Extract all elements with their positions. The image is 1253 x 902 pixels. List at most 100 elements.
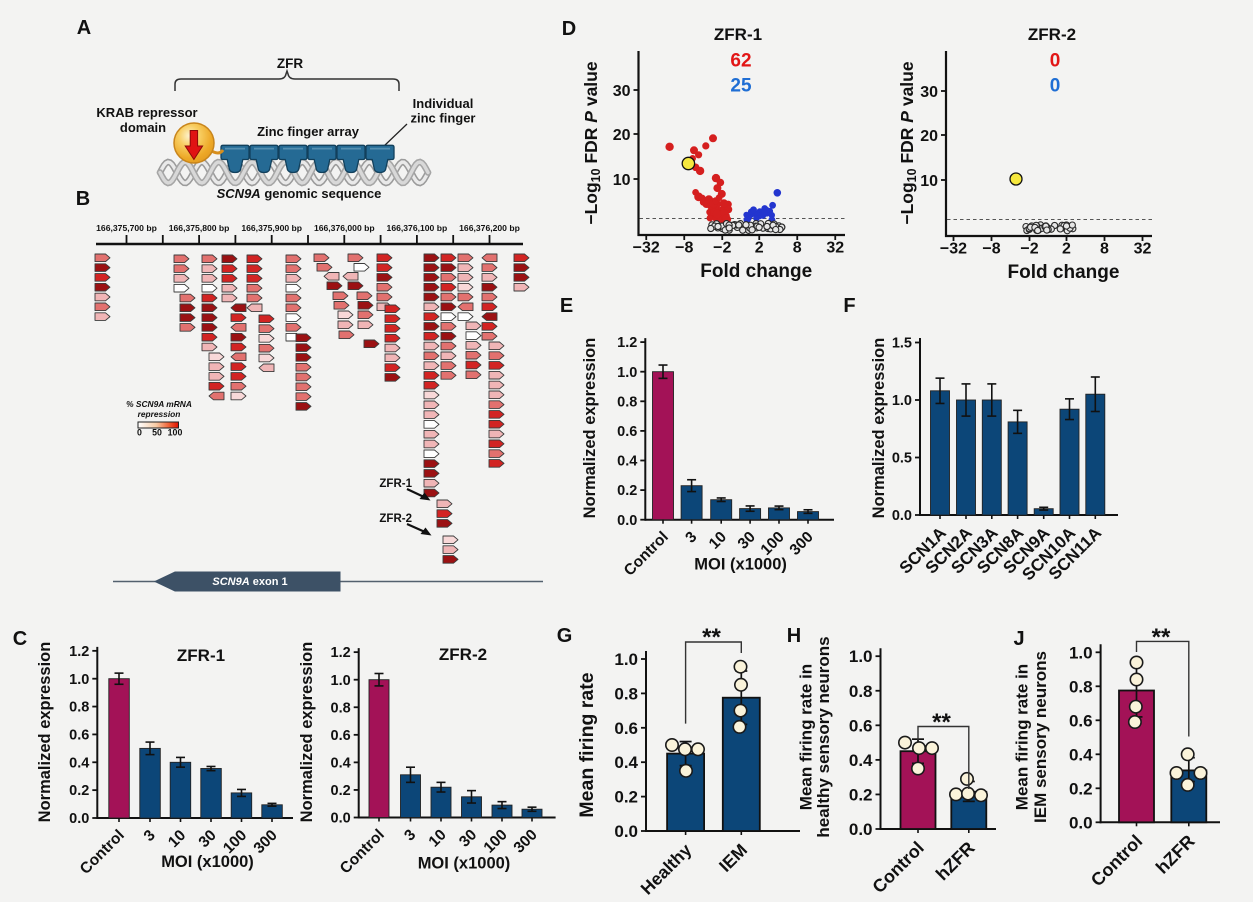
svg-text:0.0: 0.0 [614, 822, 638, 841]
svg-text:Normalized expression: Normalized expression [36, 642, 54, 823]
svg-text:0.2: 0.2 [614, 788, 638, 807]
svg-text:10: 10 [613, 172, 631, 189]
svg-text:MOI (x1000): MOI (x1000) [418, 855, 511, 873]
svg-text:1.2: 1.2 [331, 645, 351, 661]
svg-text:Normalized expression: Normalized expression [298, 642, 316, 823]
svg-text:25: 25 [730, 76, 752, 97]
svg-text:1.0: 1.0 [69, 672, 89, 688]
svg-text:B: B [76, 188, 90, 210]
svg-text:D: D [562, 18, 576, 40]
svg-text:2: 2 [1062, 241, 1071, 258]
svg-text:50: 50 [152, 428, 162, 438]
svg-text:0.0: 0.0 [1069, 813, 1093, 832]
svg-text:−Log10 FDR P value: −Log10 FDR P value [581, 61, 603, 224]
svg-text:0.5: 0.5 [892, 451, 912, 467]
svg-text:1.0: 1.0 [614, 650, 638, 669]
svg-text:ZFR-2: ZFR-2 [439, 645, 487, 664]
svg-text:−2: −2 [713, 240, 731, 257]
svg-text:A: A [77, 17, 91, 39]
svg-text:0.6: 0.6 [1069, 711, 1093, 730]
svg-text:30: 30 [920, 84, 938, 101]
svg-text:−32: −32 [940, 241, 967, 258]
svg-text:166,376,000 bp: 166,376,000 bp [314, 223, 375, 233]
svg-text:MOI (x1000): MOI (x1000) [694, 556, 787, 574]
svg-text:Normalized expression: Normalized expression [581, 338, 599, 519]
svg-text:J: J [1013, 628, 1024, 650]
svg-text:0.4: 0.4 [614, 753, 638, 772]
svg-text:−32: −32 [633, 240, 660, 257]
svg-text:ZFR-1: ZFR-1 [379, 478, 412, 490]
svg-text:SCN9A genomic sequence: SCN9A genomic sequence [217, 186, 382, 201]
svg-text:8: 8 [793, 240, 802, 257]
svg-text:0.0: 0.0 [331, 811, 351, 827]
svg-text:0.4: 0.4 [849, 751, 873, 770]
svg-text:0.0: 0.0 [69, 811, 89, 827]
svg-text:−2: −2 [1020, 241, 1038, 258]
svg-text:% SCN9A mRNA: % SCN9A mRNA [126, 399, 192, 409]
svg-text:−Log10 FDR P value: −Log10 FDR P value [897, 61, 919, 224]
svg-text:8: 8 [1100, 241, 1109, 258]
svg-text:Fold change: Fold change [700, 261, 812, 282]
svg-text:32: 32 [826, 240, 844, 257]
svg-text:Individual: Individual [413, 96, 474, 111]
svg-text:Mean firing rate in: Mean firing rate in [1013, 664, 1032, 810]
svg-text:166,375,800 bp: 166,375,800 bp [169, 223, 230, 233]
svg-text:SCN9A exon 1: SCN9A exon 1 [212, 576, 287, 588]
svg-text:IEM sensory neurons: IEM sensory neurons [1031, 651, 1050, 823]
svg-text:0.4: 0.4 [331, 755, 351, 771]
svg-text:1.0: 1.0 [617, 365, 637, 381]
svg-text:repression: repression [138, 409, 181, 419]
svg-text:ZFR-1: ZFR-1 [177, 646, 225, 665]
svg-text:0: 0 [1050, 76, 1061, 97]
svg-text:0.4: 0.4 [69, 755, 89, 771]
svg-text:32: 32 [1134, 241, 1152, 258]
svg-text:Normalized expression: Normalized expression [870, 338, 888, 519]
svg-text:1.0: 1.0 [1069, 643, 1093, 662]
svg-text:MOI (x1000): MOI (x1000) [161, 853, 254, 871]
svg-text:166,375,700 bp: 166,375,700 bp [96, 223, 157, 233]
svg-text:0.0: 0.0 [849, 820, 873, 839]
svg-text:166,375,900 bp: 166,375,900 bp [241, 223, 302, 233]
svg-text:0.2: 0.2 [69, 783, 89, 799]
svg-text:0.8: 0.8 [617, 394, 637, 410]
svg-text:30: 30 [613, 83, 631, 100]
svg-text:0.6: 0.6 [69, 727, 89, 743]
svg-text:domain: domain [120, 120, 166, 135]
svg-text:0.0: 0.0 [617, 513, 637, 529]
svg-text:0: 0 [137, 428, 142, 438]
svg-text:0.8: 0.8 [849, 682, 873, 701]
svg-text:1.0: 1.0 [849, 647, 873, 666]
svg-text:1.0: 1.0 [331, 673, 351, 689]
svg-text:Fold change: Fold change [1008, 262, 1120, 283]
svg-text:0.2: 0.2 [1069, 779, 1093, 798]
svg-text:20: 20 [920, 128, 938, 145]
svg-text:1.0: 1.0 [892, 393, 912, 409]
svg-text:−8: −8 [982, 241, 1000, 258]
svg-text:ZFR-1: ZFR-1 [714, 25, 762, 44]
svg-text:0.6: 0.6 [614, 719, 638, 738]
svg-text:E: E [560, 295, 573, 317]
svg-text:0.6: 0.6 [331, 728, 351, 744]
svg-text:**: ** [932, 709, 951, 736]
svg-text:0.8: 0.8 [1069, 677, 1093, 696]
svg-text:1.2: 1.2 [69, 644, 89, 660]
svg-text:20: 20 [613, 127, 631, 144]
svg-text:1.5: 1.5 [892, 336, 912, 352]
svg-text:0.0: 0.0 [892, 508, 912, 524]
svg-text:C: C [13, 628, 27, 650]
svg-text:H: H [787, 625, 801, 647]
svg-text:**: ** [702, 624, 721, 651]
svg-text:healthy sensory neurons: healthy sensory neurons [814, 636, 833, 837]
svg-text:0.4: 0.4 [1069, 745, 1093, 764]
svg-text:62: 62 [730, 51, 751, 72]
svg-text:0: 0 [1050, 51, 1061, 72]
svg-text:10: 10 [920, 173, 938, 190]
svg-text:ZFR: ZFR [277, 56, 303, 71]
svg-text:0.4: 0.4 [617, 454, 637, 470]
svg-text:Mean firing rate in: Mean firing rate in [797, 664, 816, 810]
svg-text:0.8: 0.8 [69, 700, 89, 716]
svg-text:ZFR-2: ZFR-2 [379, 513, 412, 525]
svg-text:KRAB repressor: KRAB repressor [96, 105, 197, 120]
svg-text:−8: −8 [675, 240, 693, 257]
svg-text:100: 100 [168, 428, 183, 438]
